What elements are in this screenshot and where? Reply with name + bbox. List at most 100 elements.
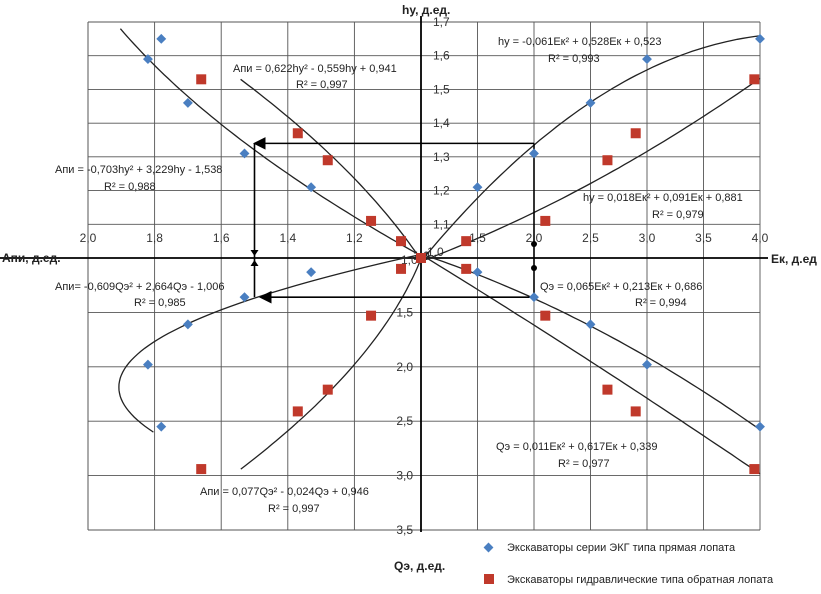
data-point-diamond xyxy=(142,54,153,65)
trendline-r-squared: R² = 0,994 xyxy=(635,297,687,309)
data-point-diamond xyxy=(156,33,167,44)
data-point-diamond xyxy=(156,421,167,432)
data-point-diamond xyxy=(472,182,483,193)
trendline-equation: Апи = 0,077Qэ² - 0,024Qэ + 0,946 xyxy=(200,486,369,498)
axis-label-q: Qэ, д.ед. xyxy=(394,559,445,573)
data-point-square xyxy=(416,253,426,263)
trendline-api-q xyxy=(240,257,422,470)
trendline-r-squared: R² = 0,993 xyxy=(548,53,600,65)
data-point-square xyxy=(540,215,551,226)
data-point-square xyxy=(292,128,303,139)
data-point-diamond xyxy=(472,267,483,278)
data-point-square xyxy=(396,263,407,274)
data-point-square xyxy=(196,464,207,475)
data-points xyxy=(142,33,765,475)
trendline-equation: hу = 0,018Ек² + 0,091Ек + 0,881 xyxy=(583,192,743,204)
tick-label-hy: 1,7 xyxy=(433,15,450,29)
data-point-square xyxy=(602,384,613,395)
trendline-equation: Qэ = 0,011Ек² + 0,617Ек + 0,339 xyxy=(496,441,658,453)
axis-label-api: Апи, д.ед. xyxy=(2,251,61,265)
axes xyxy=(0,16,768,532)
data-point-diamond xyxy=(182,97,193,108)
data-point-square xyxy=(749,74,760,85)
tick-label-api: 1,8 xyxy=(146,231,163,245)
trendline-equation: hу = -0,061Ек² + 0,528Ек + 0,523 xyxy=(498,36,661,48)
trendline-equation: Апи = -0,703hу² + 3,229hу - 1,538 xyxy=(55,164,222,176)
trendline-r-squared: R² = 0,997 xyxy=(296,79,348,91)
trendline-r-squared: R² = 0,988 xyxy=(104,181,156,193)
trendline-r-squared: R² = 0,997 xyxy=(268,503,320,515)
trendline-equation: Апи = 0,622hу² - 0,559hу + 0,941 xyxy=(233,63,397,75)
tick-label-api: 1,2 xyxy=(346,231,363,245)
data-point-diamond xyxy=(755,33,765,44)
tick-label-q: 1,5 xyxy=(396,305,413,319)
trendline-api-hy xyxy=(119,28,426,259)
data-point-diamond xyxy=(239,292,250,303)
data-point-diamond xyxy=(142,359,153,370)
data-point-diamond xyxy=(585,319,596,330)
data-point-square xyxy=(322,384,333,395)
trendline-api-q xyxy=(118,251,430,433)
legend-item-series-2: Экскаваторы гидравлические типа обратная… xyxy=(484,574,774,586)
data-point-square xyxy=(196,74,207,85)
data-point-square xyxy=(366,215,377,226)
trendline-ek-q xyxy=(420,253,761,475)
data-point-diamond xyxy=(306,267,317,278)
trendline-r-squared: R² = 0,985 xyxy=(134,297,186,309)
data-point-diamond xyxy=(642,359,652,370)
tick-label-hy: 1,6 xyxy=(433,49,450,63)
tick-label-hy: 1,2 xyxy=(433,184,450,198)
tick-label-api: 1,6 xyxy=(213,231,230,245)
equations: hу = -0,061Ек² + 0,528Ек + 0,523 R² = 0,9… xyxy=(55,36,743,515)
trendline-r-squared: R² = 0,979 xyxy=(652,209,704,221)
tick-label-q: 2,5 xyxy=(396,414,413,428)
tick-label-ek: 3,5 xyxy=(695,231,712,245)
data-point-square xyxy=(630,406,641,417)
axis-label-ek: Ек, д.ед xyxy=(771,252,817,266)
data-point-square xyxy=(322,155,333,166)
data-point-square xyxy=(749,464,760,475)
data-point-diamond xyxy=(529,292,539,303)
legend-item-series-1: Экскаваторы серии ЭКГ типа прямая лопата xyxy=(483,542,736,554)
legend-marker-diamond xyxy=(483,542,494,553)
trendline-equation: Апи= -0,609Qэ² + 2,664Qэ - 1,006 xyxy=(55,281,224,293)
data-point-diamond xyxy=(529,148,539,159)
tick-label-api: 1,4 xyxy=(279,231,296,245)
legend-label-series-2: Экскаваторы гидравлические типа обратная… xyxy=(507,574,774,586)
trendline-r-squared: R² = 0,977 xyxy=(558,458,610,470)
guide-dot xyxy=(531,265,537,271)
guide-dot xyxy=(531,241,537,247)
tick-label-hy: 1,1 xyxy=(433,217,450,231)
data-point-square xyxy=(292,406,303,417)
legend-marker-square xyxy=(484,574,494,584)
guide-arrow-down xyxy=(250,250,259,256)
data-point-square xyxy=(461,236,472,247)
data-point-diamond xyxy=(306,182,317,193)
data-point-diamond xyxy=(642,54,652,65)
data-point-diamond xyxy=(755,421,765,432)
trendline-ek-hy xyxy=(420,77,761,263)
data-point-diamond xyxy=(182,319,193,330)
data-point-square xyxy=(602,155,613,166)
tick-label-hy: 1,5 xyxy=(433,82,450,96)
tick-label-q: 3,5 xyxy=(396,523,413,537)
axis-label-hy: hу, д.ед. xyxy=(402,3,450,17)
legend-label-series-1: Экскаваторы серии ЭКГ типа прямая лопата xyxy=(507,542,736,554)
tick-label-hy: 1,3 xyxy=(433,150,450,164)
data-point-square xyxy=(366,310,377,321)
guide-arrow-up xyxy=(250,260,259,266)
guide-lines xyxy=(250,136,537,304)
data-point-diamond xyxy=(239,148,250,159)
tick-label-ek: 2,5 xyxy=(582,231,599,245)
tick-label-ek: 4,0 xyxy=(752,231,769,245)
tick-label-hy: 1,4 xyxy=(433,116,450,130)
trendline-api-hy xyxy=(240,78,421,259)
data-point-square xyxy=(461,263,472,274)
tick-label-q: 3,0 xyxy=(396,469,413,483)
tick-label-q: 2,0 xyxy=(396,360,413,374)
legend: Экскаваторы серии ЭКГ типа прямая лопата… xyxy=(483,542,774,586)
data-point-square xyxy=(396,236,407,247)
data-point-square xyxy=(630,128,641,139)
trendline-equation: Qэ = 0,065Ек² + 0,213Ек + 0,686 xyxy=(540,281,702,293)
